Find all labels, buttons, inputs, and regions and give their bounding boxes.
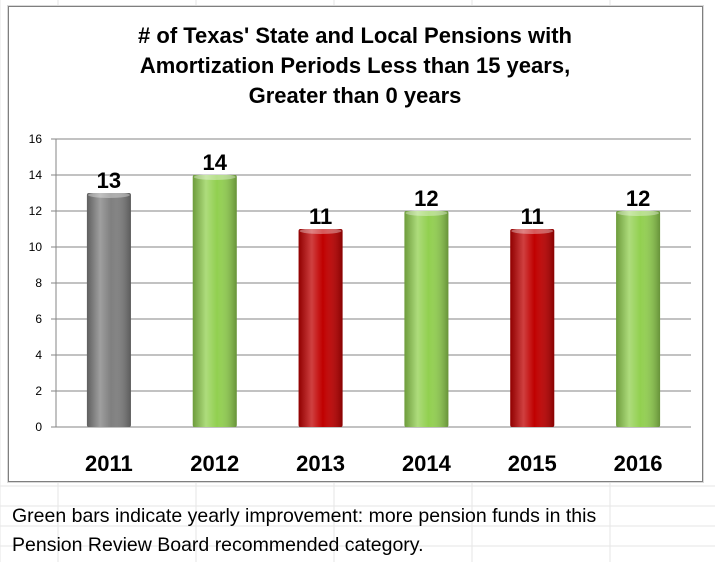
gridlines <box>56 138 691 428</box>
y-tick-label: 16 <box>29 132 43 146</box>
y-tick-label: 6 <box>35 312 42 326</box>
y-tick-label: 12 <box>29 204 43 218</box>
bars <box>86 174 661 427</box>
x-tick-label-2011: 2011 <box>85 451 133 476</box>
bar-2011[interactable] <box>86 192 131 427</box>
y-axis: 0 2 4 6 8 10 12 14 16 <box>29 132 57 434</box>
x-tick-label-2015: 2015 <box>508 451 557 476</box>
bar-chart: # of Texas' State and Local Pensions wit… <box>29 23 691 476</box>
bar-2014[interactable] <box>404 210 449 427</box>
chart-area[interactable]: # of Texas' State and Local Pensions wit… <box>8 6 703 482</box>
caption-line-1: Green bars indicate yearly improvement: … <box>12 505 597 527</box>
data-labels: 13 14 11 12 11 12 <box>97 150 651 229</box>
data-label-2013: 11 <box>309 204 332 229</box>
data-label-2015: 11 <box>521 204 544 229</box>
chart-title-line-2: Amortization Periods Less than 15 years, <box>140 53 570 78</box>
y-tick-label: 0 <box>35 420 42 434</box>
bar-2013[interactable] <box>298 228 343 427</box>
y-tick-label: 10 <box>29 240 43 254</box>
x-axis: 2011 2012 2013 2014 2015 2016 <box>85 451 663 476</box>
chart-title-line-1: # of Texas' State and Local Pensions wit… <box>138 23 572 48</box>
x-tick-label-2012: 2012 <box>190 451 239 476</box>
chart-title-line-3: Greater than 0 years <box>249 83 462 108</box>
y-tick-label: 4 <box>35 348 42 362</box>
bar-2016[interactable] <box>616 210 661 427</box>
caption-line-2: Pension Review Board recommended categor… <box>12 534 424 556</box>
data-label-2014: 12 <box>414 186 438 211</box>
data-label-2011: 13 <box>97 168 121 193</box>
y-tick-label: 8 <box>35 276 42 290</box>
data-label-2016: 12 <box>626 186 650 211</box>
y-tick-label: 14 <box>29 168 43 182</box>
x-tick-label-2013: 2013 <box>296 451 345 476</box>
bar-2015[interactable] <box>510 228 555 427</box>
chart-caption: Green bars indicate yearly improvement: … <box>12 502 712 560</box>
y-tick-label: 2 <box>35 384 42 398</box>
data-label-2012: 14 <box>203 150 228 175</box>
x-tick-label-2014: 2014 <box>402 451 452 476</box>
bar-2012[interactable] <box>192 174 237 427</box>
x-tick-label-2016: 2016 <box>614 451 663 476</box>
